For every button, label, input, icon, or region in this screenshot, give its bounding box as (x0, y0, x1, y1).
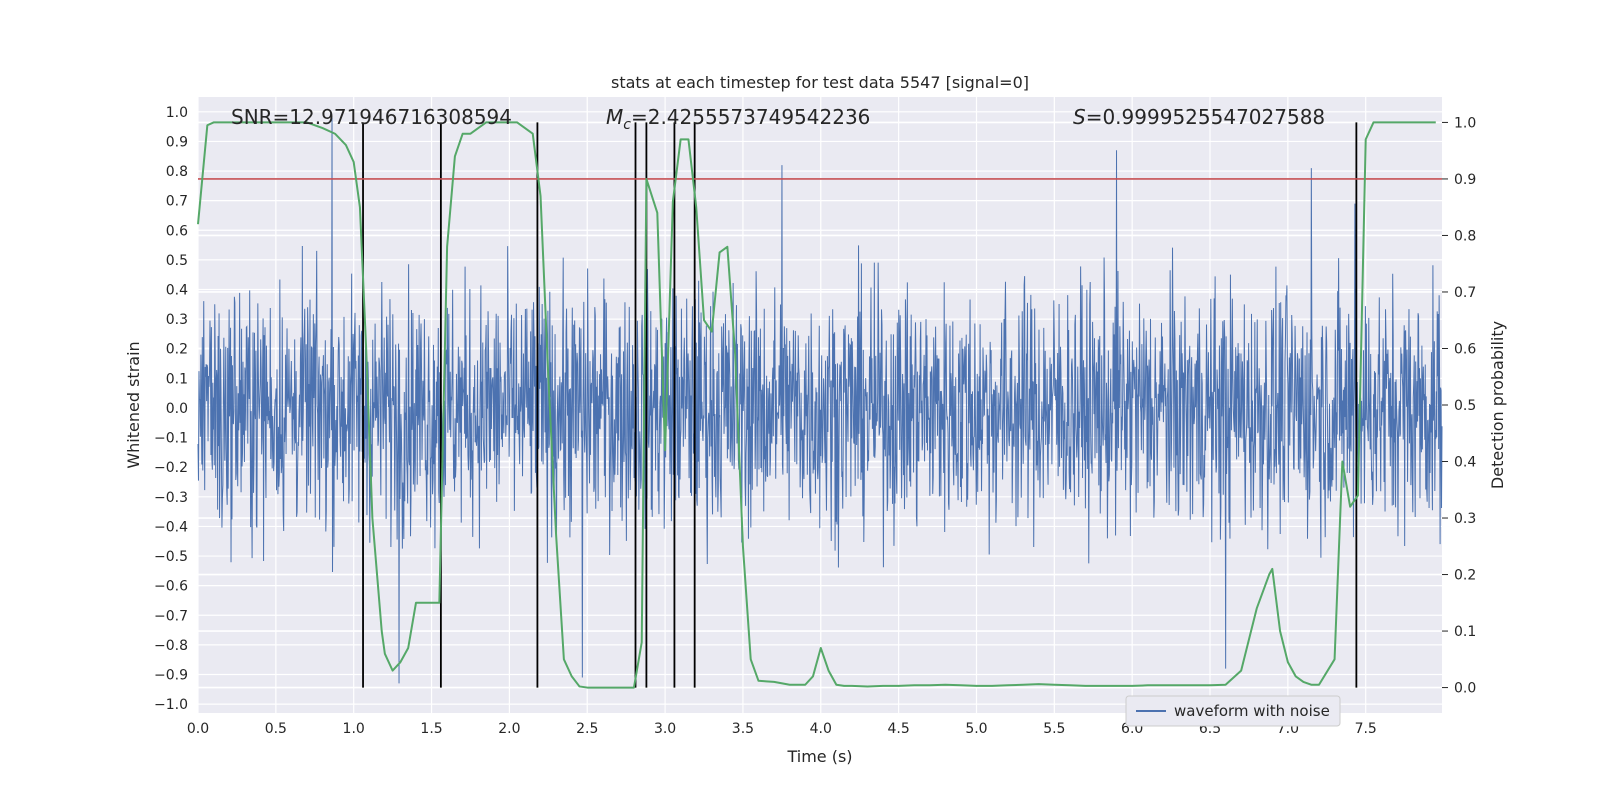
y-left-tick-label: 1.0 (166, 105, 188, 121)
y-right-tick-label: 0.5 (1454, 398, 1476, 414)
y-right-tick-label: 1.0 (1454, 115, 1476, 131)
s-value: =0.9999525547027588 (1086, 105, 1325, 129)
x-tick-label: 4.5 (887, 721, 909, 737)
y-left-tick-label: −0.5 (154, 549, 188, 565)
chart-title: stats at each timestep for test data 554… (611, 73, 1029, 92)
snr-annotation: SNR=12.971946716308594 (231, 105, 512, 129)
y-right-tick-label: 0.4 (1454, 455, 1476, 471)
chirp-mass-value: =2.4255573749542236 (631, 105, 870, 129)
y-right-tick-label: 0.6 (1454, 341, 1476, 357)
y-left-tick-label: −0.6 (154, 579, 188, 595)
y-left-tick-label: −0.7 (154, 608, 188, 624)
s-symbol: S (1073, 105, 1086, 129)
waveform-series (197, 117, 1443, 684)
y-left-tick-label: 0.9 (166, 134, 188, 150)
probability-line (197, 121, 1436, 689)
y-right-axis-label: Detection probability (1488, 321, 1507, 489)
y-left-tick-label: −0.4 (154, 519, 188, 535)
s-annotation: S=0.9999525547027588 (1073, 105, 1325, 129)
y-right-tick-label: 0.1 (1454, 624, 1476, 640)
y-right-tick-label: 0.0 (1454, 681, 1476, 697)
y-left-tick-label: −0.1 (154, 431, 188, 447)
chirp-mass-annotation: Mc=2.4255573749542236 (606, 105, 870, 133)
x-tick-label: 0.0 (187, 721, 209, 737)
y-left-tick-label: 0.5 (166, 253, 188, 269)
y-left-tick-label: 0.8 (166, 164, 188, 180)
y-right-tick-label: 0.2 (1454, 568, 1476, 584)
y-left-tick-label: −0.3 (154, 490, 188, 506)
chirp-mass-symbol: M (606, 105, 623, 129)
x-tick-label: 4.0 (810, 721, 832, 737)
x-axis-label: Time (s) (786, 747, 852, 766)
y-left-tick-label: 0.0 (166, 401, 188, 417)
y-left-tick-label: 0.1 (166, 371, 188, 387)
y-left-axis-ticks: 1.0 0.9 0.8 0.7 0.6 0.5 0.4 0.3 0.2 0.1 0.0 −0.1 −0.… (154, 105, 188, 713)
legend: waveform with noise (1125, 695, 1341, 727)
x-tick-label: 1.0 (343, 721, 365, 737)
y-left-tick-label: 0.7 (166, 194, 188, 210)
x-tick-label: 2.0 (498, 721, 520, 737)
y-right-tick-label: 0.7 (1454, 285, 1476, 301)
y-right-axis-ticks: 1.0 0.9 0.8 0.7 0.6 0.5 0.4 0.3 0.2 0.1 0.0 (1442, 115, 1476, 697)
y-left-tick-label: 0.3 (166, 312, 188, 328)
x-tick-label: 5.0 (965, 721, 987, 737)
y-left-tick-label: 0.2 (166, 342, 188, 358)
legend-entry: waveform with noise (1174, 702, 1330, 720)
x-tick-label: 5.5 (1043, 721, 1065, 737)
y-right-tick-label: 0.9 (1454, 172, 1476, 188)
legend-box (1125, 695, 1341, 727)
x-tick-label: 0.5 (265, 721, 287, 737)
y-left-tick-label: −0.8 (154, 638, 188, 654)
x-tick-label: 3.5 (732, 721, 754, 737)
y-right-tick-label: 0.8 (1454, 228, 1476, 244)
y-right-tick-label: 0.3 (1454, 511, 1476, 527)
x-tick-label: 3.0 (654, 721, 676, 737)
y-left-tick-label: 0.4 (166, 283, 188, 299)
x-tick-label: 7.5 (1355, 721, 1377, 737)
y-left-tick-label: −0.9 (154, 668, 188, 684)
x-tick-label: 1.5 (420, 721, 442, 737)
chirp-mass-subscript: c (623, 117, 631, 133)
waveform-line (197, 117, 1443, 684)
y-left-axis-label: Whitened strain (124, 341, 143, 468)
x-tick-label: 2.5 (576, 721, 598, 737)
y-left-tick-label: 0.6 (166, 223, 188, 239)
detection-probability-series (197, 121, 1436, 689)
y-left-tick-label: −1.0 (154, 697, 188, 713)
y-left-tick-label: −0.2 (154, 460, 188, 476)
